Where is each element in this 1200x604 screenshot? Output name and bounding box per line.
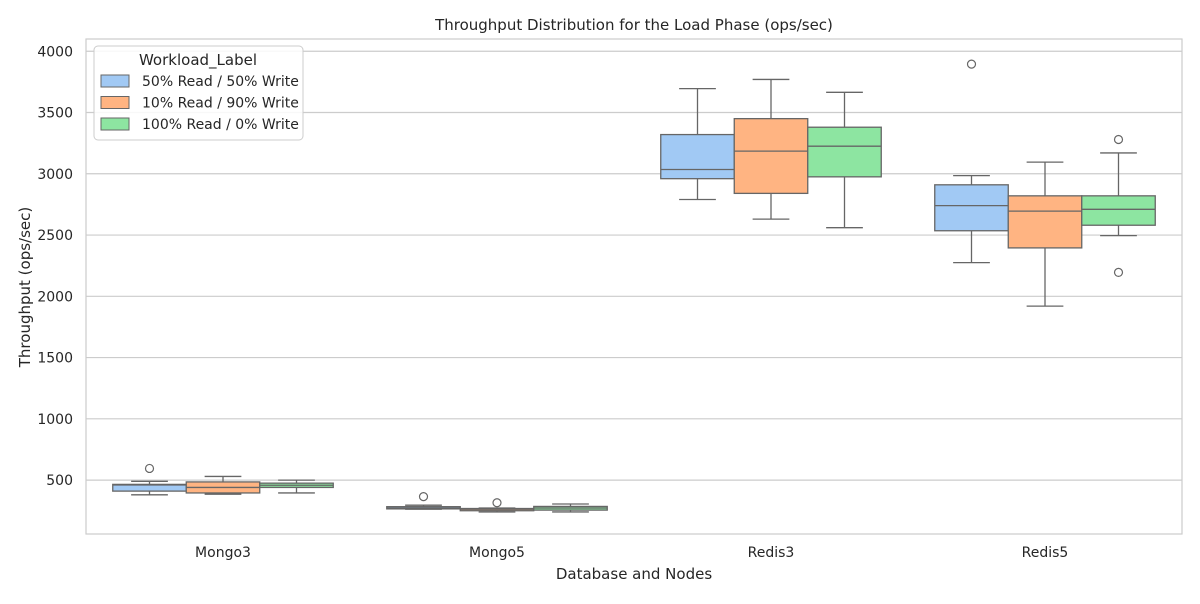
box-iqr bbox=[733, 117, 809, 195]
box-iqr bbox=[1081, 195, 1156, 226]
box-iqr bbox=[934, 184, 1009, 232]
x-axis-ticks: Mongo3 Mongo5 Redis3 Redis5 bbox=[195, 545, 1068, 561]
y-tick-label: 4000 bbox=[37, 44, 73, 60]
plot-frame bbox=[85, 38, 1183, 535]
box-group bbox=[934, 59, 1009, 264]
box-group bbox=[459, 498, 535, 513]
x-axis-label: Database and Nodes bbox=[556, 565, 712, 583]
outlier-point bbox=[492, 498, 502, 508]
box-group bbox=[1007, 161, 1083, 307]
legend-label: 50% Read / 50% Write bbox=[142, 74, 299, 90]
x-tick-label: Mongo3 bbox=[195, 545, 251, 561]
outlier-point bbox=[1113, 134, 1124, 145]
boxes bbox=[112, 59, 1156, 513]
y-tick-label: 500 bbox=[46, 473, 73, 489]
legend-label: 100% Read / 0% Write bbox=[142, 117, 299, 133]
legend-title: Workload_Label bbox=[139, 51, 257, 70]
y-tick-label: 2500 bbox=[37, 228, 73, 244]
box-group bbox=[807, 91, 882, 229]
box-iqr bbox=[660, 133, 735, 180]
x-tick-label: Redis3 bbox=[748, 545, 795, 561]
box-iqr bbox=[807, 126, 882, 178]
y-tick-label: 2000 bbox=[37, 289, 73, 305]
y-axis-ticks: 500 1000 1500 2000 2500 3000 3500 4000 bbox=[37, 44, 73, 489]
x-tick-label: Redis5 bbox=[1022, 545, 1069, 561]
legend: Workload_Label 50% Read / 50% Write 10% R… bbox=[93, 45, 304, 141]
y-tick-label: 1500 bbox=[37, 351, 73, 367]
legend-swatch bbox=[100, 117, 130, 131]
box-group bbox=[185, 475, 261, 495]
outlier-point bbox=[966, 59, 977, 69]
legend-items: 50% Read / 50% Write 10% Read / 90% Write… bbox=[100, 74, 299, 133]
box-group bbox=[112, 463, 187, 496]
y-tick-label: 3000 bbox=[37, 167, 73, 183]
x-tick-label: Mongo5 bbox=[469, 545, 525, 561]
legend-frame bbox=[93, 45, 304, 141]
box-group bbox=[386, 492, 461, 510]
box-iqr bbox=[1007, 195, 1083, 249]
legend-swatch bbox=[100, 96, 130, 109]
y-tick-label: 3500 bbox=[37, 106, 73, 122]
legend-swatch bbox=[100, 74, 130, 88]
box-group bbox=[733, 78, 809, 220]
chart-title: Throughput Distribution for the Load Pha… bbox=[434, 16, 833, 34]
outlier-point bbox=[144, 463, 155, 474]
y-axis-label: Throughput (ops/sec) bbox=[16, 207, 34, 368]
legend-label: 10% Read / 90% Write bbox=[142, 96, 299, 112]
box-group bbox=[1081, 134, 1156, 278]
outlier-point bbox=[418, 492, 429, 502]
y-tick-label: 1000 bbox=[37, 412, 73, 428]
box-group bbox=[660, 87, 735, 201]
box-group bbox=[533, 503, 608, 513]
outlier-point bbox=[1113, 267, 1124, 278]
box-group bbox=[259, 479, 334, 494]
